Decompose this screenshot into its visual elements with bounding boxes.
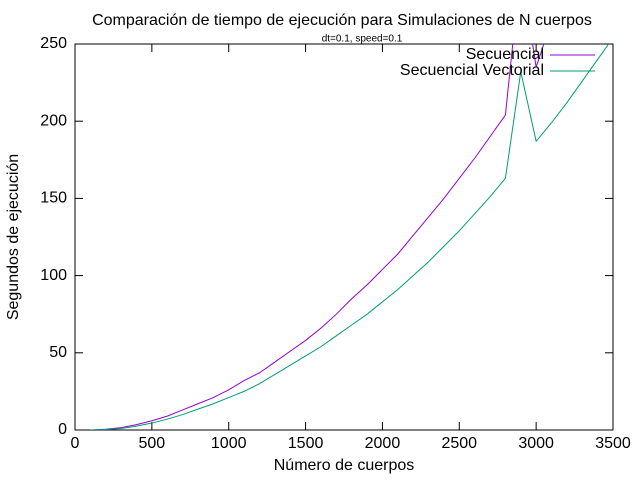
y-tick-label: 50 <box>49 344 67 361</box>
y-tick-label: 200 <box>40 112 67 129</box>
y-tick-label: 150 <box>40 190 67 207</box>
chart-subtitle: dt=0.1, speed=0.1 <box>322 34 403 45</box>
x-tick-label: 3000 <box>518 435 554 452</box>
plot-border <box>74 43 614 431</box>
x-tick-label: 2000 <box>365 435 401 452</box>
x-tick-label: 2500 <box>441 435 477 452</box>
data-line <box>90 44 610 430</box>
y-axis-label: Segundos de ejecución <box>5 154 22 320</box>
x-tick-label: 1500 <box>288 435 324 452</box>
chart-title: Comparación de tiempo de ejecución para … <box>92 12 592 29</box>
x-tick-label: 1000 <box>211 435 247 452</box>
x-tick-label: 0 <box>71 435 80 452</box>
legend-label: Secuencial Vectorial <box>400 62 544 79</box>
data-line <box>90 44 545 430</box>
y-tick-label: 250 <box>40 35 67 52</box>
y-tick-label: 100 <box>40 267 67 284</box>
x-tick-label: 500 <box>139 435 166 452</box>
x-axis-label: Número de cuerpos <box>274 457 415 474</box>
y-tick-label: 0 <box>58 421 67 438</box>
x-tick-label: 3500 <box>595 435 631 452</box>
legend-label: Secuencial <box>466 46 544 63</box>
